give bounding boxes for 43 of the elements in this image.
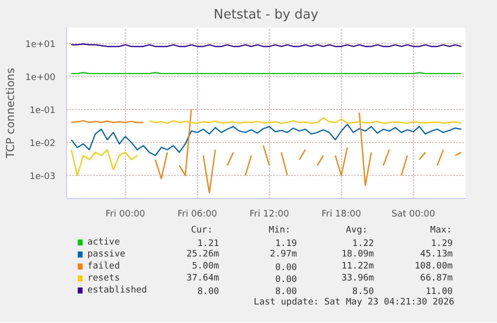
text: 0.00 [275,263,297,273]
text: Last update: Sat May 23 04:21:30 2026 [254,298,454,308]
legend-label: failed [87,262,120,272]
text: 11.22m [341,262,374,272]
text: Max: [430,226,452,236]
y-tick-label: 1e+00 [25,72,56,83]
x-tick-label: Sat 00:00 [392,210,436,220]
y-tick-label: 1e+01 [25,40,56,50]
text: 66.87m [420,274,453,284]
x-tick-label: Fri 12:00 [250,210,290,220]
legend-label: resets [87,274,120,284]
text: 0.00 [275,275,297,285]
y-tick-label: 1e-03 [30,172,56,182]
text: 1.22 [352,239,374,249]
text: 1.21 [197,239,220,249]
y-axis-title: TCP connections [4,68,18,160]
y-tick-label: 1e-02 [30,138,56,149]
text: 108.00m [414,262,453,272]
text: 8.00 [275,287,297,297]
text: Min: [268,226,290,236]
legend-label: established [87,286,147,296]
y-tick-label: 1e-01 [30,106,56,116]
text: 2.97m [270,250,297,260]
text: 1.29 [430,239,453,249]
line-series [70,124,462,156]
text: Avg: [346,226,368,236]
text: 33.96m [341,274,374,284]
text: 25.26m [186,250,220,260]
text: 8.50 [352,287,374,297]
text: Cur: [190,226,213,236]
text: 37.64m [186,274,220,284]
legend-label: passive [87,250,126,260]
text: 1.19 [275,239,297,249]
text: 5.00m [192,262,220,272]
text: 45.13m [420,250,453,260]
chart-title: Netstat - by day [214,8,319,22]
legend-label: active [87,238,120,248]
text: 8.00 [197,287,220,297]
x-tick-label: Fri 00:00 [106,210,146,220]
x-tick-label: Fri 06:00 [178,210,218,220]
text: 18.09m [341,250,374,260]
text: 11.00 [426,287,453,297]
x-tick-label: Fri 18:00 [322,210,362,220]
